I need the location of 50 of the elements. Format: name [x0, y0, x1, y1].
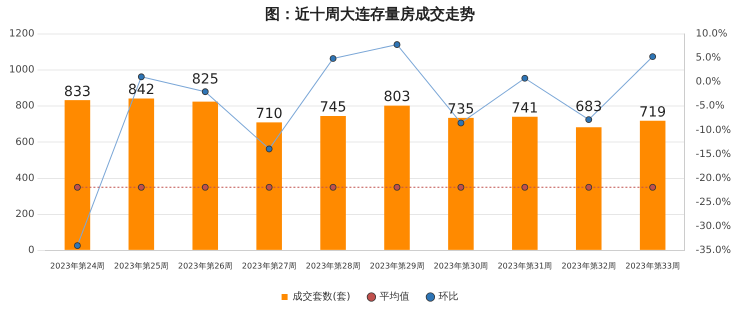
data-label: 825 [192, 71, 219, 88]
y-tick-label: 200 [15, 208, 34, 220]
x-tick-label: 2023年第27周 [242, 261, 296, 270]
x-tick-label: 2023年第25周 [114, 261, 169, 270]
data-label: 741 [511, 100, 538, 116]
bar [320, 116, 346, 250]
data-label: 719 [639, 104, 666, 120]
legend-label: 成交套数(套) [292, 290, 350, 303]
y-tick-label: 1000 [8, 64, 34, 76]
bar [512, 116, 538, 250]
x-tick-label: 2023年第31周 [498, 261, 552, 270]
x-tick-label: 2023年第24周 [50, 261, 105, 270]
x-tick-label: 2023年第28周 [306, 261, 360, 270]
bar [192, 102, 218, 250]
x-tick-label: 2023年第33周 [625, 261, 680, 270]
bar [128, 98, 154, 250]
bar [384, 106, 410, 250]
y2-tick-label: -5.0% [696, 100, 725, 112]
bar [256, 122, 282, 250]
data-label: 710 [256, 106, 283, 122]
y2-tick-label: -10.0% [696, 124, 732, 136]
y-tick-label: 1200 [8, 28, 34, 40]
bar [576, 127, 602, 250]
y2-tick-label: 10.0% [696, 28, 728, 40]
x-tick-label: 2023年第30周 [434, 261, 488, 270]
bar [64, 100, 90, 250]
y-tick-label: 600 [15, 136, 34, 148]
data-label: 735 [448, 101, 474, 118]
y2-tick-label: -35.0% [696, 244, 732, 256]
y-tick-label: 800 [15, 100, 34, 112]
data-label: 745 [320, 100, 346, 116]
x-tick-label: 2023年第29周 [370, 261, 424, 270]
y-tick-label: 400 [15, 172, 34, 184]
chart-title: 图：近十周大连存量房成交走势 [265, 4, 475, 23]
legend-label: 环比 [438, 290, 458, 303]
bar [448, 118, 474, 250]
y2-tick-label: 0.0% [696, 76, 722, 88]
y2-tick-label: 5.0% [696, 52, 722, 64]
y2-tick-label: -25.0% [696, 196, 732, 208]
y2-tick-label: -15.0% [696, 148, 732, 160]
data-label: 803 [384, 89, 410, 106]
x-tick-label: 2023年第32周 [561, 261, 616, 270]
data-label: 833 [64, 84, 91, 100]
data-label: 683 [575, 99, 602, 116]
y2-tick-label: -20.0% [696, 172, 732, 184]
legend-label: 平均值 [379, 290, 410, 303]
x-tick-label: 2023年第26周 [178, 261, 233, 270]
y2-tick-label: -30.0% [696, 220, 732, 232]
bar [640, 120, 666, 250]
y-tick-label: 0 [28, 244, 34, 256]
